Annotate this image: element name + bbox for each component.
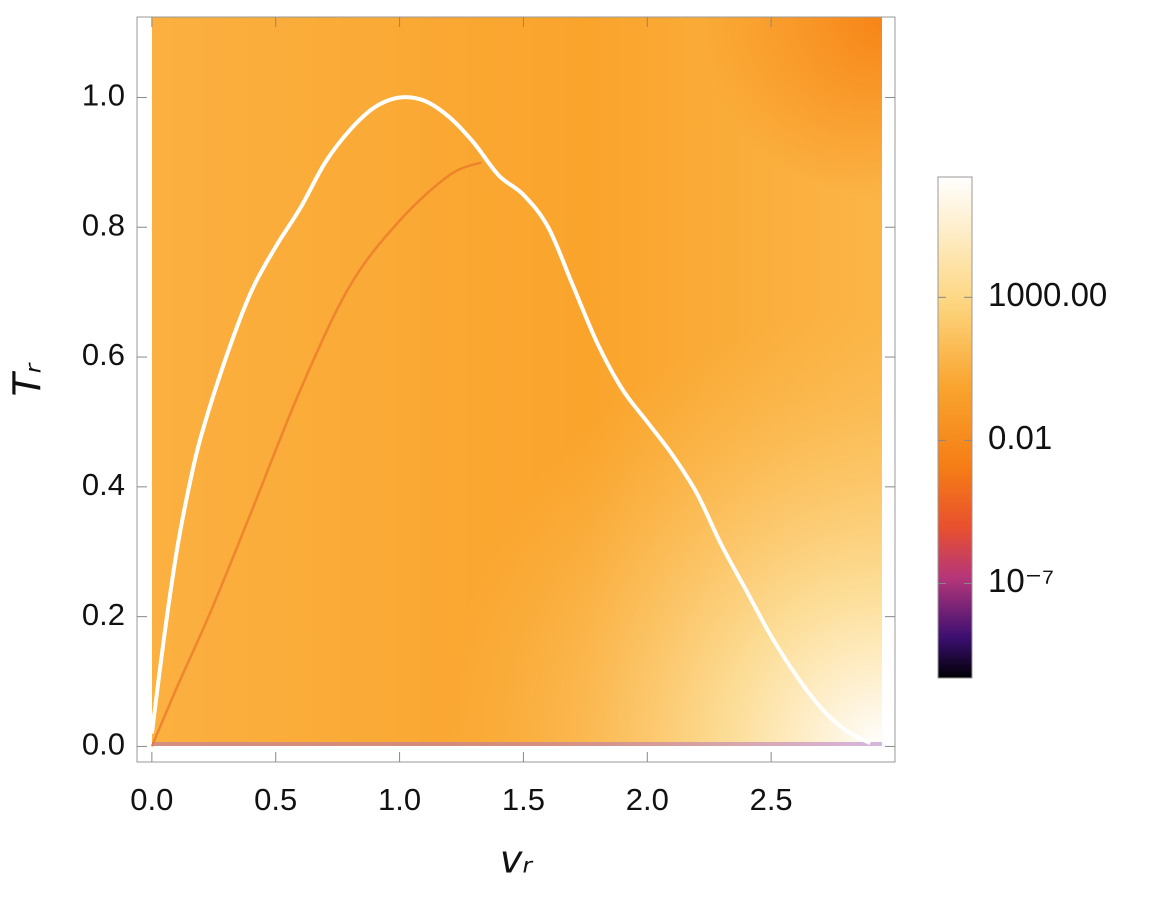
y-tick-label: 0.2	[82, 597, 125, 632]
x-tick-label: 0.0	[130, 782, 173, 817]
colorbar-tick-label: 1000.00	[988, 276, 1107, 313]
colorbar	[937, 176, 973, 679]
curve	[150, 161, 482, 747]
curves	[149, 95, 872, 747]
y-tick-label: 0.4	[82, 467, 125, 502]
curve	[149, 95, 872, 745]
y-tick-label: 0.6	[82, 337, 125, 372]
y-tick-label: 0.8	[82, 207, 125, 242]
colorbar-tick-label: 10⁻⁷	[988, 562, 1054, 599]
x-tick-label: 2.5	[750, 782, 793, 817]
y-tick-label: 0.0	[82, 727, 125, 762]
x-tick-label: 2.0	[626, 782, 669, 817]
y-tick-label: 1.0	[82, 78, 125, 113]
density-image	[152, 17, 882, 746]
density-edge	[152, 742, 882, 746]
x-tick-label: 0.5	[254, 782, 297, 817]
colorbar-tick-label: 0.01	[988, 419, 1052, 456]
density-shadow	[152, 17, 882, 746]
x-tick-label: 1.0	[378, 782, 421, 817]
y-axis-label: Tᵣ	[6, 362, 50, 396]
x-tick-label: 1.5	[502, 782, 545, 817]
x-axis-label: vᵣ	[500, 838, 533, 882]
plot-frame	[136, 16, 896, 763]
